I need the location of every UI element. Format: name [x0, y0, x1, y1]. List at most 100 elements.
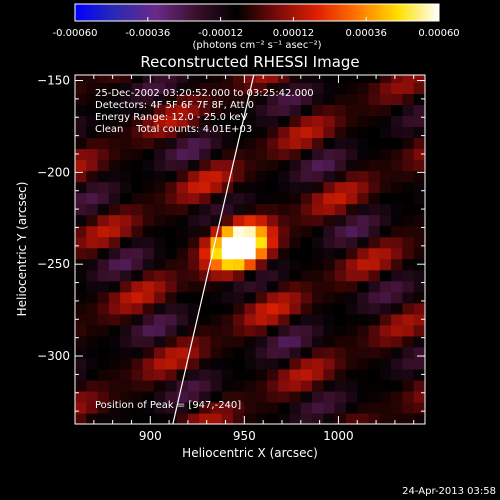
- image-pixel: [379, 181, 392, 194]
- image-pixel: [323, 390, 336, 403]
- image-pixel: [154, 192, 166, 205]
- image-pixel: [255, 258, 268, 271]
- image-pixel: [244, 335, 257, 348]
- image-pixel: [266, 313, 279, 326]
- image-pixel: [165, 214, 178, 227]
- image-pixel: [300, 137, 313, 150]
- image-pixel: [368, 75, 381, 83]
- image-pixel: [233, 225, 245, 238]
- image-pixel: [379, 192, 392, 205]
- image-pixel: [368, 225, 381, 238]
- image-pixel: [345, 258, 358, 271]
- image-pixel: [199, 192, 212, 205]
- image-pixel: [187, 291, 200, 304]
- image-pixel: [142, 159, 155, 172]
- image-pixel: [75, 401, 87, 414]
- image-pixel: [120, 225, 133, 238]
- image-pixel: [108, 82, 121, 94]
- image-pixel: [108, 357, 121, 370]
- image-pixel: [210, 137, 223, 150]
- image-pixel: [266, 115, 279, 128]
- image-pixel: [244, 181, 257, 194]
- image-pixel: [300, 159, 313, 172]
- image-pixel: [357, 75, 370, 83]
- x-tick-label: 950: [233, 429, 256, 443]
- image-pixel: [244, 302, 257, 315]
- image-pixel: [244, 379, 257, 392]
- image-pixel: [165, 225, 178, 238]
- image-pixel: [323, 203, 336, 216]
- image-pixel: [278, 269, 291, 282]
- image-pixel: [187, 269, 200, 282]
- image-pixel: [142, 75, 155, 83]
- image-pixel: [210, 357, 223, 370]
- image-pixel: [413, 225, 425, 238]
- image-pixel: [255, 214, 268, 227]
- image-pixel: [176, 335, 189, 348]
- image-pixel: [300, 192, 313, 205]
- image-pixel: [187, 302, 200, 315]
- image-pixel: [402, 324, 415, 337]
- image-pixel: [334, 280, 347, 293]
- image-pixel: [108, 313, 121, 326]
- image-pixel: [300, 269, 313, 282]
- image-pixel: [413, 335, 425, 348]
- image-pixel: [413, 170, 425, 183]
- image-pixel: [75, 280, 87, 293]
- image-pixel: [86, 93, 99, 105]
- image-pixel: [165, 412, 178, 424]
- image-pixel: [187, 313, 200, 326]
- image-pixel: [334, 291, 347, 304]
- image-pixel: [75, 115, 87, 128]
- image-pixel: [142, 379, 155, 392]
- image-pixel: [108, 368, 121, 381]
- image-pixel: [345, 357, 358, 370]
- image-pixel: [402, 401, 415, 414]
- image-pixel: [199, 148, 212, 161]
- image-pixel: [413, 115, 425, 128]
- image-pixel: [323, 280, 336, 293]
- image-pixel: [75, 324, 87, 337]
- image-pixel: [278, 93, 291, 105]
- image-pixel: [278, 368, 291, 381]
- image-pixel: [176, 247, 189, 260]
- image-pixel: [278, 357, 291, 370]
- image-pixel: [413, 247, 425, 260]
- image-pixel: [86, 137, 99, 150]
- image-pixel: [97, 258, 110, 271]
- image-pixel: [199, 82, 212, 94]
- image-pixel: [334, 390, 347, 403]
- image-pixel: [210, 82, 223, 94]
- image-pixel: [176, 192, 189, 205]
- image-pixel: [391, 115, 404, 128]
- image-pixel: [278, 379, 291, 392]
- image-pixel: [312, 390, 324, 403]
- image-pixel: [97, 379, 110, 392]
- image-pixel: [86, 390, 99, 403]
- image-pixel: [368, 368, 381, 381]
- image-pixel: [86, 269, 99, 282]
- image-pixel: [379, 258, 392, 271]
- image-pixel: [289, 225, 302, 238]
- image-pixel: [266, 390, 279, 403]
- image-pixel: [233, 75, 245, 83]
- image-pixel: [334, 104, 347, 117]
- image-pixel: [221, 82, 234, 94]
- image-pixel: [120, 324, 133, 337]
- image-pixel: [199, 324, 212, 337]
- image-pixel: [402, 302, 415, 315]
- image-pixel: [176, 346, 189, 359]
- image-pixel: [221, 302, 234, 315]
- image-pixel: [233, 159, 245, 172]
- image-pixel: [413, 181, 425, 194]
- image-pixel: [108, 137, 121, 150]
- image-pixel: [97, 280, 110, 293]
- image-pixel: [244, 401, 257, 414]
- image-pixel: [323, 126, 336, 139]
- image-pixel: [233, 280, 245, 293]
- image-pixel: [142, 82, 155, 94]
- image-pixel: [413, 390, 425, 403]
- image-pixel: [312, 203, 324, 216]
- image-pixel: [289, 214, 302, 227]
- image-pixel: [379, 280, 392, 293]
